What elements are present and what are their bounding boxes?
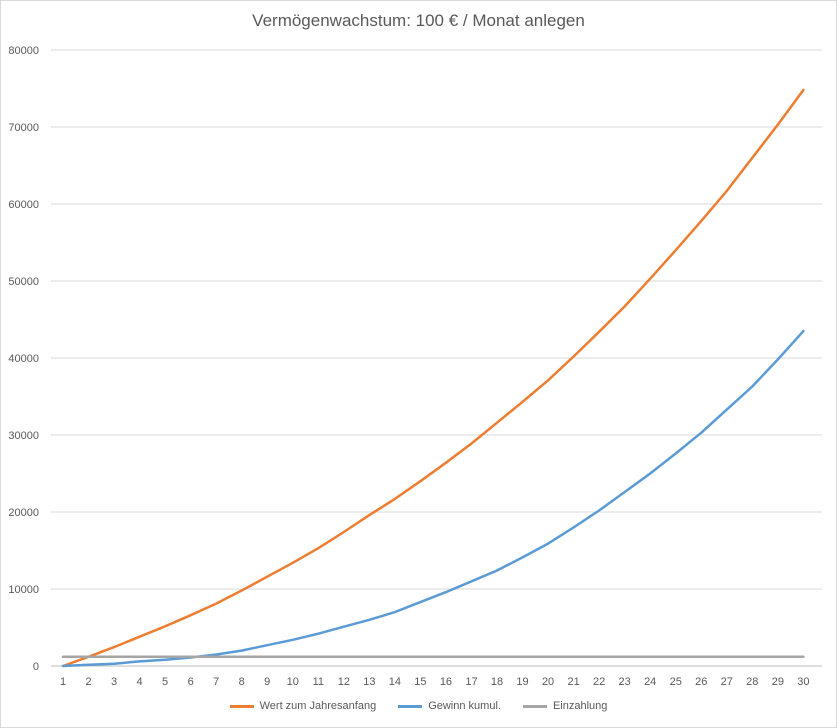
legend-item: Einzahlung — [522, 700, 608, 712]
legend-label: Einzahlung — [552, 700, 608, 712]
x-tick-label: 19 — [516, 676, 528, 688]
x-tick-label: 26 — [695, 676, 707, 688]
x-tick-label: 29 — [772, 676, 784, 688]
legend-label: Wert zum Jahresanfang — [259, 700, 377, 712]
x-tick-label: 23 — [619, 676, 631, 688]
series-line — [61, 329, 805, 668]
legend-item: Gewinn kumul. — [398, 700, 501, 712]
x-tick-label: 4 — [137, 676, 143, 688]
x-tick-label: 27 — [721, 676, 733, 688]
y-tick-label: 40000 — [8, 353, 39, 365]
x-tick-label: 24 — [644, 676, 656, 688]
x-tick-label: 25 — [670, 676, 682, 688]
x-tick-label: 8 — [239, 676, 245, 688]
x-tick-label: 7 — [213, 676, 219, 688]
x-tick-label: 28 — [746, 676, 758, 688]
x-tick-label: 9 — [264, 676, 270, 688]
x-tick-label: 15 — [414, 676, 426, 688]
y-tick-label: 30000 — [8, 430, 39, 442]
legend: Wert zum Jahresanfang Gewinn kumul. Einzah… — [0, 700, 837, 712]
x-tick-label: 16 — [440, 676, 452, 688]
x-tick-label: 2 — [85, 676, 91, 688]
y-tick-label: 80000 — [8, 45, 39, 57]
x-tick-label: 13 — [363, 676, 375, 688]
x-tick-label: 17 — [465, 676, 477, 688]
x-tick-label: 5 — [162, 676, 168, 688]
x-tick-label: 21 — [567, 676, 579, 688]
x-tick-label: 6 — [188, 676, 194, 688]
x-tick-label: 14 — [389, 676, 401, 688]
x-tick-label: 10 — [287, 676, 299, 688]
y-tick-label: 70000 — [8, 122, 39, 134]
legend-label: Gewinn kumul. — [428, 700, 501, 712]
legend-item: Wert zum Jahresanfang — [229, 700, 377, 712]
y-tick-label: 50000 — [8, 276, 39, 288]
x-tick-label: 11 — [313, 676, 324, 688]
x-tick-label: 20 — [542, 676, 554, 688]
x-tick-label: 22 — [593, 676, 605, 688]
y-tick-label: 60000 — [8, 199, 39, 211]
legend-swatch — [229, 704, 254, 708]
legend-swatch — [522, 704, 547, 708]
x-tick-label: 30 — [797, 676, 809, 688]
y-tick-label: 20000 — [8, 507, 39, 519]
series-line — [61, 88, 805, 668]
x-tick-label: 12 — [338, 676, 350, 688]
y-tick-label: 0 — [33, 661, 39, 673]
x-tick-label: 1 — [60, 676, 66, 688]
chart-title: Vermögenwachstum: 100 € / Monat anlegen — [252, 11, 585, 30]
y-tick-label: 10000 — [8, 584, 39, 596]
x-tick-label: 18 — [491, 676, 503, 688]
legend-swatch — [398, 704, 423, 708]
x-tick-label: 3 — [111, 676, 117, 688]
